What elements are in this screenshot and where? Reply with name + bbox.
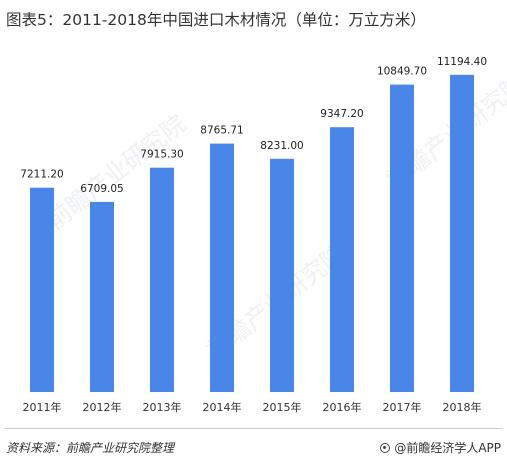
source-note: 资料来源：前瞻产业研究院整理 — [6, 441, 175, 455]
x-tick-label: 2017年 — [383, 400, 422, 414]
footer: 资料来源：前瞻产业研究院整理 @前瞻经济学人APP — [0, 428, 507, 460]
x-tick-label: 2012年 — [83, 400, 122, 414]
data-label: 9347.20 — [320, 108, 363, 120]
bar-2016年 — [330, 127, 354, 392]
chart-title: 图表5：2011-2018年中国进口木材情况（单位：万立方米） — [6, 11, 426, 29]
data-label: 10849.70 — [377, 66, 427, 78]
plot-area: 7211.20 2011年 6709.05 2012年 7915.30 2013年 8765… — [20, 56, 487, 414]
x-tick-label: 2016年 — [323, 400, 362, 414]
bar-2015年 — [270, 158, 294, 392]
bar-2018年 — [450, 74, 474, 393]
x-tick-label: 2011年 — [23, 400, 62, 414]
brand-logo-icon — [380, 442, 391, 453]
footer-divider — [4, 428, 503, 429]
data-label: 7915.30 — [140, 149, 183, 161]
bar-chart: 前瞻产业研究院 前瞻产业研究院 前瞻产业研究院 7211.202011年6709… — [20, 56, 507, 414]
data-label: 11194.40 — [437, 56, 487, 68]
data-label: 8231.00 — [260, 140, 303, 152]
x-tick-label: 2013年 — [143, 400, 182, 414]
x-tick-label: 2018年 — [443, 400, 482, 414]
bar-2011年 — [30, 187, 54, 392]
brand-text: @前瞻经济学人APP — [394, 441, 501, 455]
bar-2013年 — [150, 167, 174, 392]
bar-2012年 — [90, 201, 114, 392]
data-label: 8765.71 — [200, 125, 243, 137]
x-tick-label: 2015年 — [263, 400, 302, 414]
x-tick-label: 2014年 — [203, 400, 242, 414]
brand-credit: @前瞻经济学人APP — [380, 439, 501, 456]
bar-2014年 — [210, 143, 234, 392]
data-label: 7211.20 — [20, 169, 63, 181]
data-label: 6709.05 — [80, 183, 123, 195]
bar-2017年 — [390, 84, 414, 392]
